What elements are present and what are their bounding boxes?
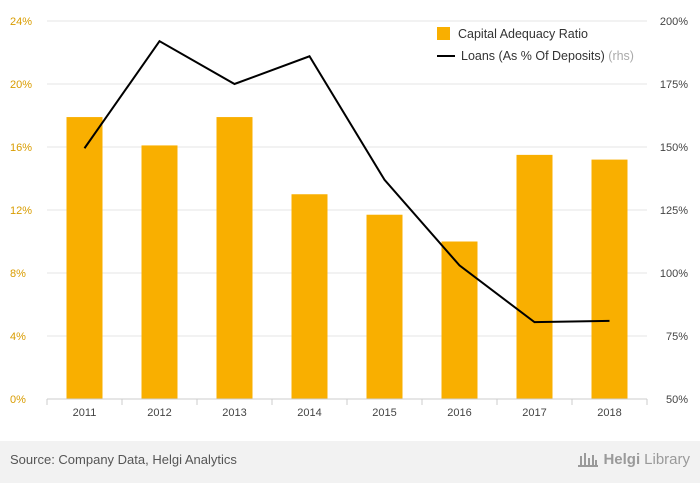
y-right-tick-label: 125% [660, 205, 688, 217]
x-tick-label: 2014 [297, 407, 321, 419]
line-series [83, 39, 610, 324]
bar [516, 154, 553, 399]
bar [216, 117, 253, 399]
x-tick-label: 2018 [597, 407, 621, 419]
y-left-tick-label: 4% [10, 331, 26, 343]
bar [591, 159, 628, 399]
bar [66, 117, 103, 399]
helgi-library-logo[interactable]: Helgi Library [577, 450, 690, 468]
bar [441, 241, 478, 399]
logo-text-light: Library [644, 450, 690, 468]
legend-swatch-bar [437, 27, 450, 40]
y-left-tick-label: 8% [10, 268, 26, 280]
x-tick-label: 2015 [372, 407, 396, 419]
legend-label-loans: Loans (As % Of Deposits) (rhs) [461, 49, 634, 63]
y-left-tick-label: 20% [10, 79, 32, 91]
x-tick-label: 2013 [222, 407, 246, 419]
y-left-tick-label: 0% [10, 394, 26, 406]
x-tick-label: 2016 [447, 407, 471, 419]
x-tick-label: 2017 [522, 407, 546, 419]
y-left-tick-label: 16% [10, 142, 32, 154]
y-right-tick-label: 100% [660, 268, 688, 280]
x-tick-label: 2012 [147, 407, 171, 419]
grid-lines [47, 20, 647, 337]
legend-label-capital-adequacy: Capital Adequacy Ratio [458, 27, 588, 41]
bar [366, 214, 403, 399]
x-tick-label: 2011 [73, 407, 97, 419]
library-building-icon [578, 453, 599, 467]
y-left-tick-label: 24% [10, 16, 32, 28]
y-left-tick-label: 12% [10, 205, 32, 217]
loans-line [83, 39, 610, 324]
y-right-tick-label: 150% [660, 142, 688, 154]
footer: Source: Company Data, Helgi Analytics He… [0, 441, 700, 483]
legend-label-loans-text: Loans (As % Of Deposits) [461, 49, 608, 63]
y-right-tick-label: 200% [660, 16, 688, 28]
bar-series [66, 117, 628, 399]
bar [141, 145, 178, 399]
y-right-tick-label: 50% [666, 394, 688, 406]
legend: Capital Adequacy Ratio Loans (As % Of Dep… [437, 27, 634, 63]
logo-text-bold: Helgi [603, 450, 641, 468]
chart: 0% 4% 8% 12% 16% 20% 24% 50% 75% 100% 125% 150% 175%… [10, 16, 688, 419]
axes: 0% 4% 8% 12% 16% 20% 24% 50% 75% 100% 125% 150% 175%… [10, 16, 688, 419]
y-right-tick-label: 175% [660, 79, 688, 91]
legend-label-loans-suffix: (rhs) [608, 49, 634, 63]
bar [291, 194, 328, 399]
source-note: Source: Company Data, Helgi Analytics [10, 452, 237, 467]
y-right-tick-label: 75% [666, 331, 688, 343]
